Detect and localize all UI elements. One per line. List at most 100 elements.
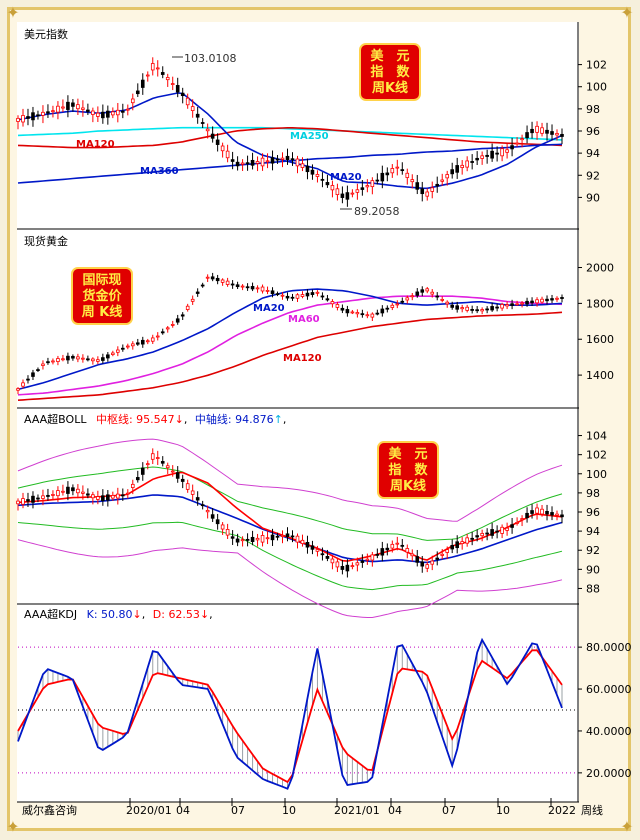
boll-candle <box>540 508 544 515</box>
boll-candle <box>405 548 410 553</box>
usd-candle <box>375 179 380 182</box>
boll-candle <box>395 542 400 545</box>
boll-candle <box>225 529 230 536</box>
usd-candle <box>415 182 420 190</box>
usd-candle <box>370 180 375 188</box>
gold-candle <box>320 295 325 298</box>
kdj-k-line <box>17 637 563 790</box>
boll-candle <box>101 495 105 501</box>
usd-candle <box>325 182 330 186</box>
usd-candle <box>465 160 469 168</box>
gold-candle <box>81 357 85 360</box>
gold-candle <box>380 308 385 314</box>
y-tick-label: 40.0000 <box>586 725 632 738</box>
y-tick-label: 88 <box>586 582 600 595</box>
x-tick-label: 2022 <box>548 804 576 817</box>
usd-candle <box>116 109 120 116</box>
boll-candle <box>340 565 345 570</box>
gold-candle <box>41 363 45 366</box>
boll-candle <box>535 507 539 514</box>
boll-candle <box>520 518 524 520</box>
boll-candle <box>350 565 355 568</box>
gold-candle <box>170 324 175 326</box>
usd-candle <box>475 157 479 161</box>
usd-candle <box>270 157 275 164</box>
x-tick-label: 10 <box>496 804 510 817</box>
grid-layer: 102 100 98 96 94 92 90 2000 1800 1600 1400 104 102 10… <box>17 22 632 806</box>
boll-candle <box>455 541 459 549</box>
gold-candle <box>91 358 95 362</box>
usd-candle <box>225 150 230 159</box>
usd-candle <box>185 97 190 106</box>
y-tick-label: 98 <box>586 487 600 500</box>
gold-candle <box>150 337 155 342</box>
usd-candle <box>190 106 195 111</box>
usd-candle <box>535 125 539 133</box>
gold-candle <box>160 331 165 334</box>
boll-candle <box>545 510 549 515</box>
boll-candle <box>325 556 330 559</box>
usd-candle <box>335 188 340 196</box>
usd-candle <box>125 108 130 111</box>
usd-candle <box>315 174 320 177</box>
gold-candle <box>505 304 509 307</box>
gold-candle <box>485 308 489 311</box>
usd-candle <box>245 162 250 165</box>
usd-candle <box>121 110 125 113</box>
boll-upper-outer <box>17 438 563 522</box>
gold-candle <box>450 304 455 308</box>
boll-weekly-badge: 美 元 指 数 周K线 <box>377 441 439 499</box>
gold-candle <box>125 345 130 348</box>
boll-candle <box>220 524 225 530</box>
usd-candle <box>46 111 50 114</box>
usd-candle <box>520 138 524 141</box>
boll-candle <box>145 463 150 466</box>
gold-candle <box>300 294 305 297</box>
boll-candle <box>450 544 455 550</box>
y-tick-label: 100 <box>586 468 607 481</box>
y-tick-label: 96 <box>586 506 600 519</box>
gold-candle <box>165 327 170 330</box>
usd-candle <box>400 169 405 172</box>
usd-candle <box>515 142 519 145</box>
gold-candle <box>195 291 200 294</box>
usd-candle <box>26 116 30 119</box>
usd-candle <box>170 83 175 85</box>
gold-candle <box>155 335 160 338</box>
y-tick-label: 104 <box>586 430 607 443</box>
svg-text:美 元: 美 元 <box>370 48 409 64</box>
gold-candle <box>185 305 190 310</box>
usd-candle <box>430 187 435 192</box>
boll-candle <box>215 519 220 525</box>
boll-candle <box>91 494 95 499</box>
gold-candle <box>140 339 145 345</box>
x-tick-label: 04 <box>176 804 190 817</box>
usd-candle <box>215 139 220 145</box>
x-tick-label: 07 <box>442 804 456 817</box>
boll-candle <box>480 533 484 537</box>
usd-candle <box>210 133 215 139</box>
usd-candle <box>66 101 70 110</box>
gold-candle <box>335 304 340 308</box>
gold-candle <box>96 359 100 362</box>
usd-candle <box>76 104 80 110</box>
gold-candle <box>200 284 205 287</box>
y-tick-label: 102 <box>586 59 607 72</box>
gold-candle <box>325 298 330 301</box>
ma120-label: MA120 <box>76 139 115 150</box>
gold-candle <box>345 309 350 314</box>
boll-candle <box>155 457 160 459</box>
usd-candle <box>480 155 484 159</box>
usd-candle <box>390 168 395 174</box>
gold-candle <box>500 304 504 309</box>
boll-candle <box>270 534 275 541</box>
boll-candle <box>430 560 435 565</box>
kdj-d-line <box>17 649 563 784</box>
usd-candle <box>550 131 554 135</box>
y-tick-label: 94 <box>586 147 600 160</box>
usd-candle <box>250 159 255 166</box>
boll-candle <box>335 561 340 568</box>
x-tick-label: 04 <box>388 804 402 817</box>
y-tick-label: 96 <box>586 125 600 138</box>
